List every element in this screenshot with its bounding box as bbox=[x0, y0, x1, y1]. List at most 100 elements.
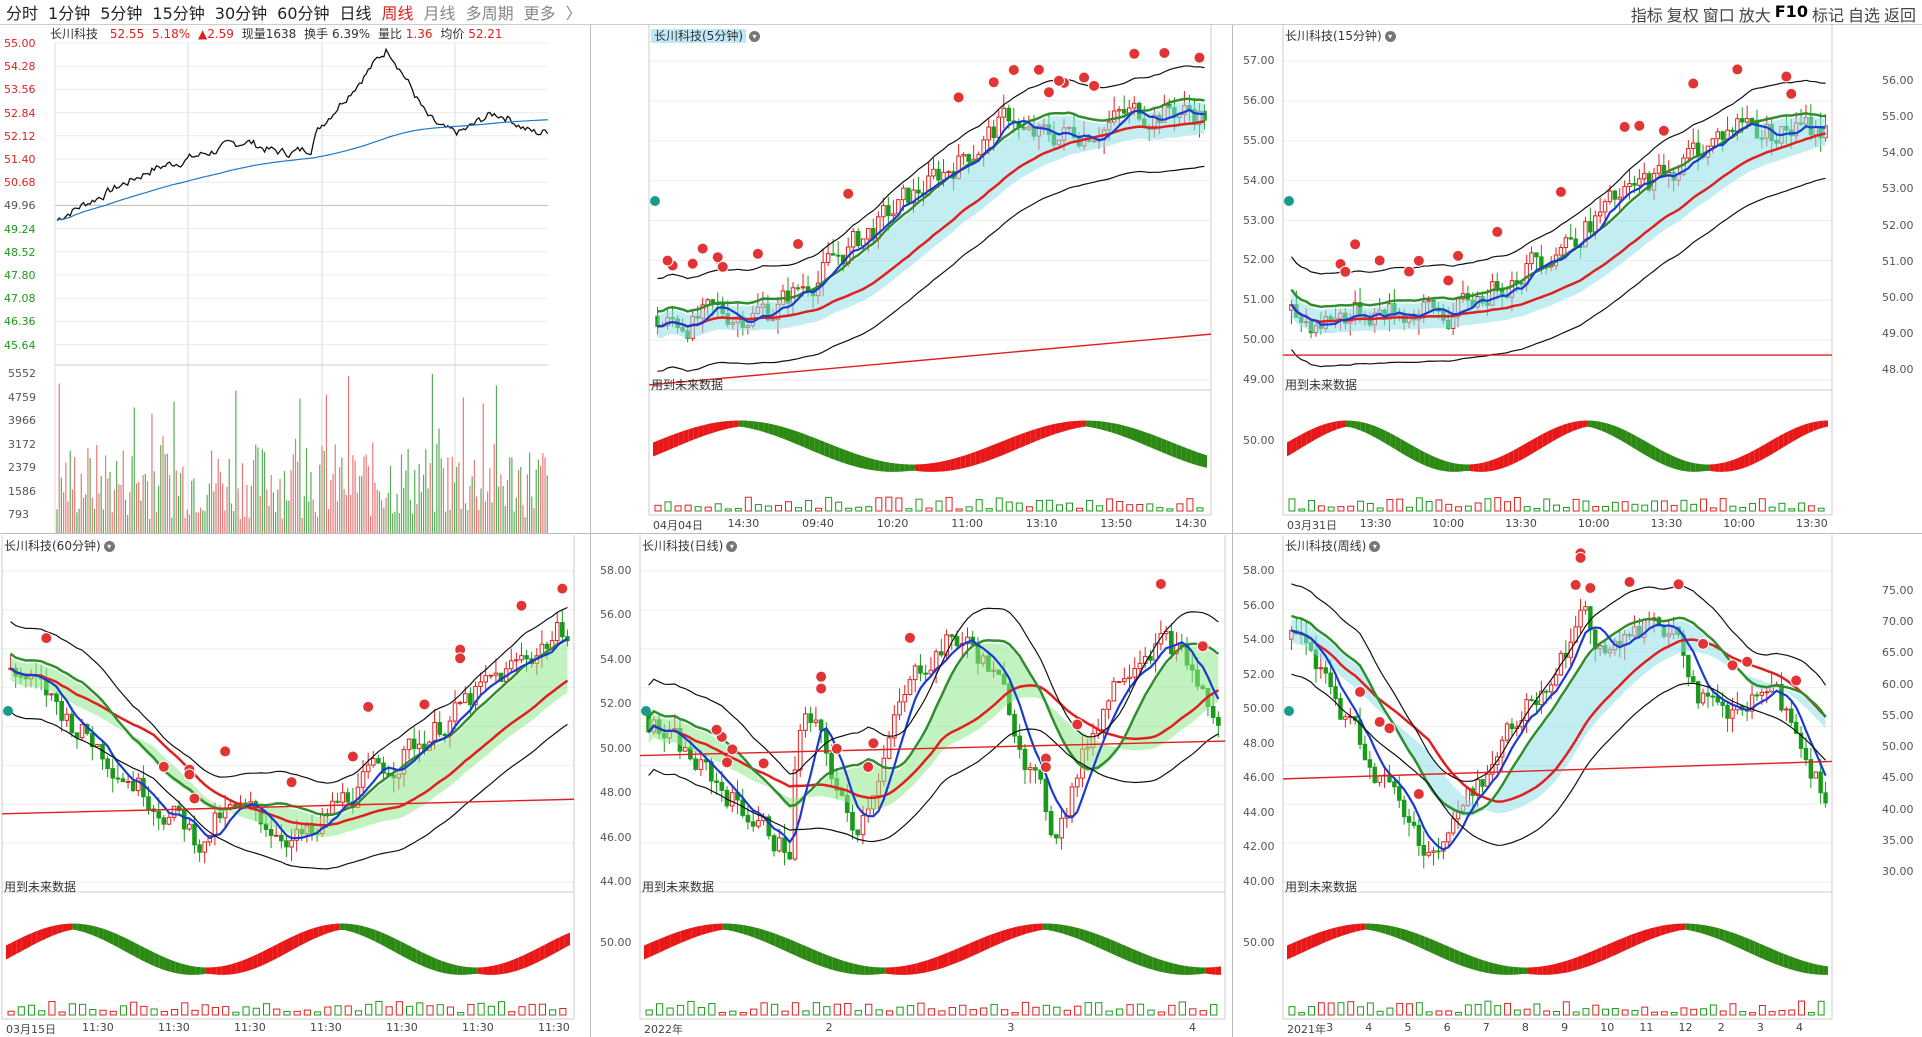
indicator-bar bbox=[959, 1004, 967, 1016]
period-tab[interactable]: 60分钟 bbox=[277, 4, 330, 23]
chevron-down-icon[interactable]: ▾ bbox=[103, 541, 115, 552]
candle-body bbox=[468, 693, 473, 706]
indicator-ribbon bbox=[544, 942, 550, 959]
panel-title[interactable]: 长川科技(5分钟) ▾ bbox=[651, 27, 760, 44]
time-label: 9 bbox=[1561, 1021, 1569, 1034]
indicator-ribbon bbox=[1518, 967, 1524, 975]
candle-body bbox=[544, 643, 550, 649]
indicator-ribbon bbox=[644, 943, 650, 960]
indicator-bar bbox=[191, 1009, 199, 1016]
panel-title[interactable]: 长川科技(15分钟) ▾ bbox=[1285, 27, 1396, 44]
indicator-bar bbox=[985, 508, 993, 512]
toolbar-button[interactable]: 复权 bbox=[1666, 6, 1699, 25]
toolbar-button[interactable]: 指标 bbox=[1630, 6, 1663, 25]
indicator-ribbon bbox=[1724, 929, 1730, 944]
indicator-bar bbox=[1386, 498, 1394, 512]
toolbar-button[interactable]: F10 bbox=[1774, 2, 1808, 21]
chart-panel-daily[interactable]: 长川科技(日线) ▾ 58.00 56.00 54.00 52.00 50.00 48.00 4… bbox=[592, 535, 1231, 1037]
chevron-down-icon[interactable]: ▾ bbox=[1384, 31, 1396, 42]
toolbar-button[interactable]: 放大 bbox=[1738, 6, 1771, 25]
indicator-bar bbox=[1415, 497, 1423, 512]
indicator-ribbon bbox=[364, 926, 371, 940]
indicator-ribbon bbox=[668, 434, 674, 451]
chart-panel-60min[interactable]: 长川科技(60分钟) ▾ 用到未来数据 03月15日 11:30 11:30 11:30 11… bbox=[0, 535, 590, 1037]
indicator-ribbon bbox=[1111, 422, 1117, 435]
indicator-bar bbox=[1366, 1002, 1374, 1016]
price-tick: 57.00 bbox=[1243, 54, 1275, 67]
indicator-bar bbox=[1788, 508, 1796, 512]
indicator-ribbon bbox=[1768, 947, 1774, 964]
period-tab[interactable]: 日线 bbox=[339, 4, 372, 23]
indicator-bar bbox=[802, 1010, 810, 1016]
candle-body bbox=[891, 213, 896, 217]
indicator-bar bbox=[7, 1010, 15, 1016]
indicator-ribbon bbox=[778, 425, 784, 440]
chart-panel-weekly[interactable]: 长川科技(周线) ▾ 58.00 56.00 54.00 52.00 50.00 48.00 4… bbox=[1233, 535, 1922, 1037]
candle-body bbox=[1759, 691, 1765, 696]
period-tab[interactable]: 15分钟 bbox=[152, 4, 205, 23]
indicator-ribbon bbox=[1793, 426, 1799, 442]
toolbar-button[interactable]: 返回 bbox=[1883, 6, 1916, 25]
chevron-down-icon[interactable]: ▾ bbox=[726, 541, 738, 552]
period-tab[interactable]: 30分钟 bbox=[214, 4, 268, 23]
period-tab[interactable]: 多周期 bbox=[465, 4, 514, 23]
indicator-ribbon bbox=[1449, 462, 1455, 472]
time-label: 4 bbox=[1189, 1021, 1196, 1034]
ma-line-blue bbox=[647, 639, 1220, 844]
toolbar-button[interactable]: 自选 bbox=[1847, 6, 1880, 25]
period-tab[interactable]: 周线 bbox=[381, 4, 414, 23]
indicator-ribbon bbox=[1025, 430, 1031, 446]
indicator-bar bbox=[1396, 498, 1404, 512]
period-tab[interactable]: 月线 bbox=[423, 4, 456, 23]
indicator-ribbon bbox=[1523, 442, 1528, 459]
panel-title[interactable]: 长川科技(60分钟) ▾ bbox=[4, 537, 115, 554]
indicator-ribbon bbox=[411, 946, 417, 964]
indicator-bar bbox=[729, 1010, 737, 1016]
candle-body bbox=[473, 685, 478, 706]
indicator-bar bbox=[925, 507, 933, 512]
indicator-ribbon bbox=[1079, 928, 1085, 942]
indicator-ribbon bbox=[785, 937, 791, 954]
period-tab[interactable]: 分时 bbox=[6, 4, 39, 23]
indicator-ribbon bbox=[889, 462, 895, 472]
price-tick: 42.00 bbox=[1243, 840, 1275, 854]
chevron-down-icon[interactable]: ▾ bbox=[749, 31, 760, 42]
indicator-ribbon bbox=[1808, 962, 1814, 975]
intraday-chart[interactable] bbox=[0, 25, 548, 533]
panel-title[interactable]: 长川科技(日线) ▾ bbox=[642, 537, 738, 554]
toolbar-button[interactable]: 窗口 bbox=[1702, 6, 1735, 25]
indicator-ribbon bbox=[1631, 932, 1637, 948]
period-tab[interactable]: 更多 bbox=[523, 4, 556, 23]
time-label: 03月15日 bbox=[6, 1023, 56, 1036]
period-tab[interactable]: 5分钟 bbox=[100, 4, 143, 23]
indicator-ribbon bbox=[827, 955, 833, 970]
indicator-ribbon bbox=[1311, 427, 1317, 442]
signal-marker bbox=[987, 76, 1000, 89]
chart-panel-5min[interactable]: 长川科技(5分钟) ▾ 用到未来数据 04月04日 14:30 09:40 10:20 11:… bbox=[641, 25, 1231, 533]
signal-marker bbox=[1790, 674, 1803, 687]
indicator-ribbon bbox=[1010, 436, 1016, 452]
candle-body bbox=[1069, 786, 1075, 817]
indicator-ribbon bbox=[1076, 420, 1082, 429]
indicator-ribbon bbox=[890, 966, 896, 975]
signal-marker bbox=[1373, 254, 1386, 267]
more-arrow-icon[interactable]: 〉 bbox=[565, 4, 582, 23]
indicator-ribbon bbox=[1483, 960, 1489, 974]
right-tick: 48.00 bbox=[1882, 363, 1914, 376]
panel-title[interactable]: 长川科技(周线) ▾ bbox=[1285, 537, 1381, 554]
price-tick: 52.00 bbox=[600, 697, 632, 711]
indicator-bar bbox=[426, 1005, 434, 1016]
signal-marker bbox=[952, 91, 965, 104]
indicator-ribbon bbox=[313, 926, 319, 939]
toolbar-button[interactable]: 标记 bbox=[1811, 6, 1844, 25]
indicator-ribbon bbox=[549, 939, 555, 957]
signal-marker bbox=[1554, 185, 1567, 198]
candle-body bbox=[1416, 824, 1422, 846]
period-tab[interactable]: 1分钟 bbox=[48, 4, 91, 23]
ratio-label: 量比 bbox=[377, 27, 402, 41]
indicator-ribbon bbox=[1176, 444, 1182, 461]
chart-panel-15min[interactable]: 长川科技(15分钟) ▾ 57.00 56.00 55.00 54.00 53.00 52.0… bbox=[1233, 25, 1922, 533]
change-arrow: ▲ bbox=[197, 27, 208, 41]
indicator-ribbon bbox=[1163, 960, 1169, 974]
chevron-down-icon[interactable]: ▾ bbox=[1369, 541, 1381, 552]
